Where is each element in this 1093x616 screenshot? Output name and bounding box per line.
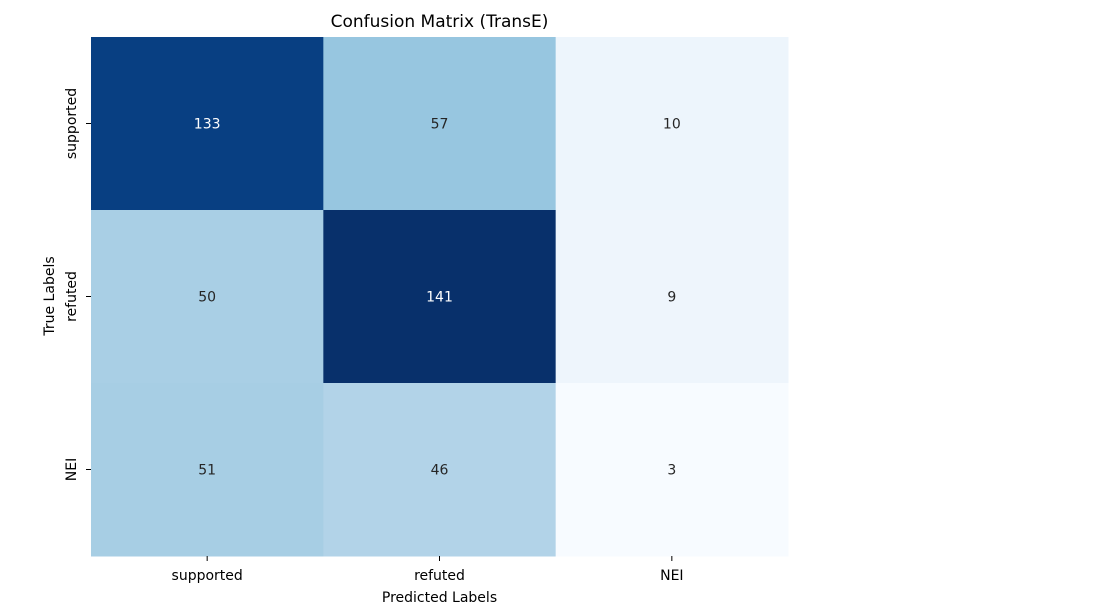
cell-value-r0-c2: 10: [663, 117, 681, 133]
cell-value-r1-c1: 141: [426, 290, 453, 306]
x-axis-ticks: supported refuted NEI: [172, 556, 684, 584]
chart-title: Confusion Matrix (TransE): [331, 12, 549, 32]
cell-value-r1-c0: 50: [198, 290, 216, 306]
x-tick-label-0: supported: [172, 568, 243, 584]
y-tick-label-1: refuted: [64, 271, 80, 322]
heatmap-cell-r0-c1: [323, 37, 557, 211]
heatmap-cell-r1-c2: [555, 210, 789, 384]
heatmap-cell-r2-c2: [555, 383, 789, 557]
cell-value-r1-c2: 9: [667, 290, 676, 306]
y-tick-label-0: supported: [64, 88, 80, 159]
heatmap-cell-r1-c0: [91, 210, 324, 384]
cell-annotations: 133 57 10 50 141 9 51 46 3: [194, 117, 681, 479]
heatmap-cell-r0-c0: [91, 37, 324, 211]
heatmap-cell-r2-c1: [323, 383, 557, 557]
heatmap-cell-r0-c2: [555, 37, 789, 211]
cell-value-r2-c2: 3: [667, 463, 676, 479]
x-tick-label-2: NEI: [660, 568, 683, 584]
heatmap-cells: [91, 37, 789, 557]
cell-value-r0-c1: 57: [431, 117, 449, 133]
heatmap-cell-r2-c0: [91, 383, 324, 557]
y-axis-label: True Labels: [42, 256, 58, 336]
cell-value-r2-c0: 51: [198, 463, 216, 479]
cell-value-r2-c1: 46: [431, 463, 449, 479]
heatmap-cell-r1-c1: [323, 210, 557, 384]
y-tick-label-2: NEI: [64, 458, 80, 481]
cell-value-r0-c0: 133: [194, 117, 221, 133]
y-axis-ticks: supported refuted NEI: [64, 88, 91, 481]
x-axis-label: Predicted Labels: [382, 590, 497, 606]
x-tick-label-1: refuted: [414, 568, 465, 584]
